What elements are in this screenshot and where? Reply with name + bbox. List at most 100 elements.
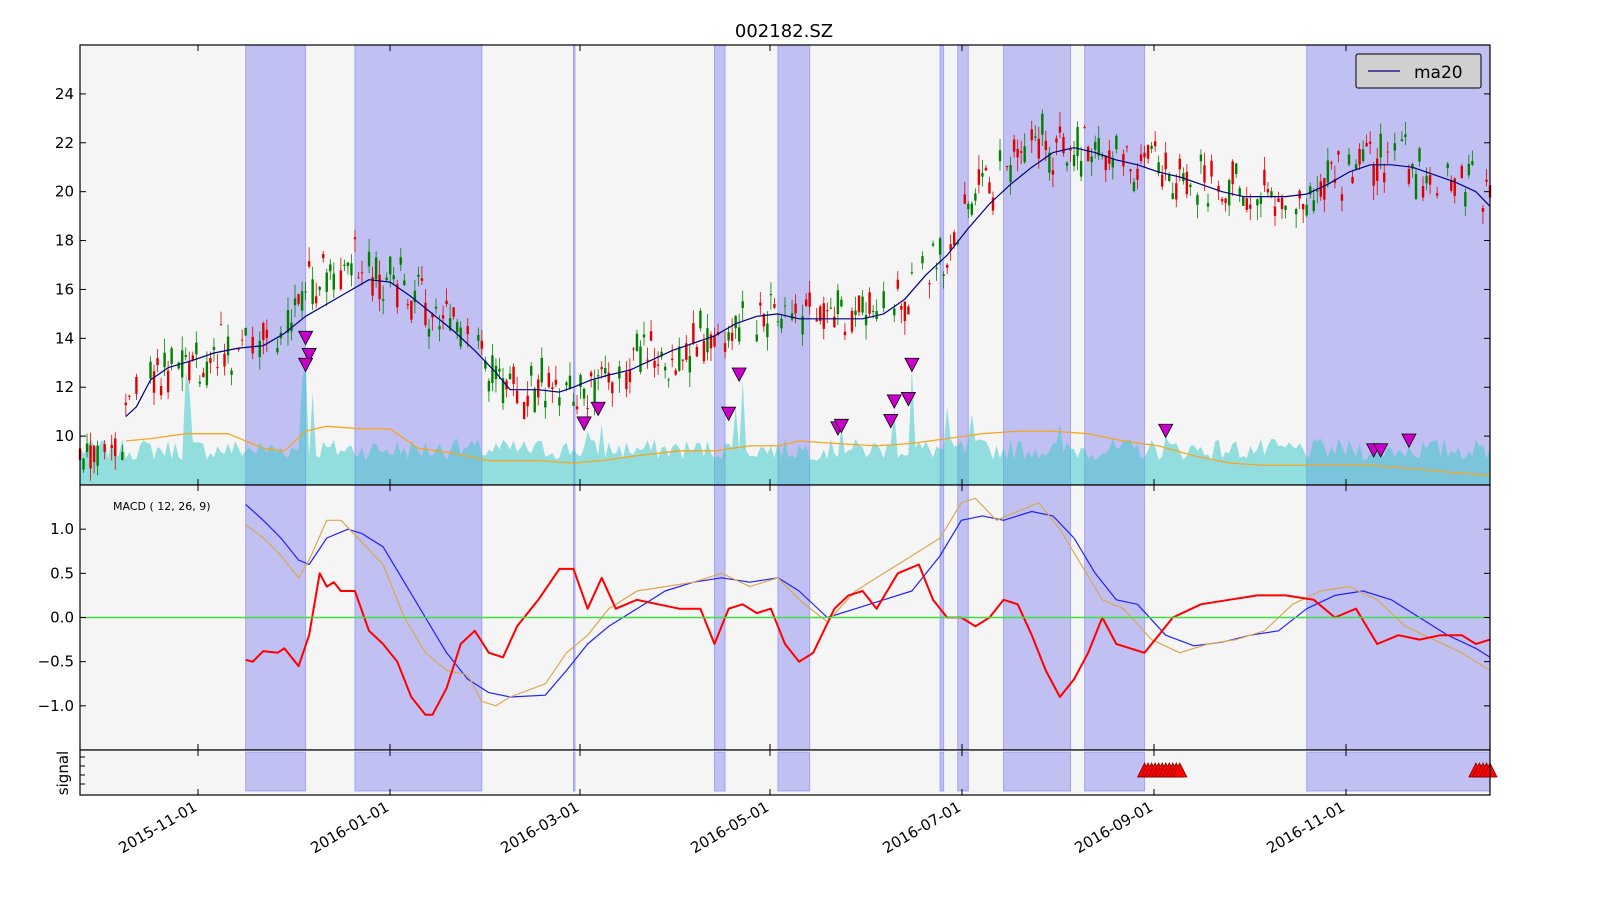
candle-body	[1189, 184, 1192, 188]
candle-body	[963, 194, 966, 204]
candle-body	[103, 444, 106, 452]
candle-body	[1361, 149, 1365, 162]
x-tick-label-4: 2016-07-01	[879, 798, 964, 857]
candle-body	[840, 299, 843, 307]
price-shade-3	[714, 44, 726, 486]
candle-body	[230, 370, 233, 375]
candle-body	[1051, 170, 1055, 175]
candle-body	[854, 310, 857, 315]
price-shade-0	[245, 44, 307, 486]
candle-body	[544, 400, 547, 408]
candle-body	[843, 331, 847, 336]
candle-body	[667, 379, 670, 381]
signal-background	[80, 750, 1490, 795]
candle-body	[396, 284, 399, 308]
candle-body	[1160, 174, 1164, 187]
signal-shade-1	[354, 751, 483, 792]
sell-marker-15	[1373, 443, 1389, 458]
candle-body	[367, 251, 371, 267]
candle-body	[681, 359, 684, 361]
candle-body	[1076, 127, 1079, 156]
candle-body	[632, 348, 635, 350]
candle-body	[170, 348, 173, 364]
candle-body	[589, 372, 593, 377]
candle-body	[970, 203, 974, 215]
candle-body	[678, 346, 681, 371]
candle-body	[1376, 158, 1379, 181]
candle-body	[1196, 195, 1199, 205]
candle-body	[928, 283, 931, 285]
signal-shade-2	[573, 751, 576, 792]
candle-body	[953, 232, 956, 246]
candle-body	[448, 318, 452, 331]
candle-body	[1044, 140, 1048, 150]
candle-body	[706, 328, 709, 353]
candle-body	[413, 290, 417, 303]
candle-body	[977, 169, 981, 185]
candle-body	[857, 295, 861, 313]
candle-body	[434, 306, 438, 309]
candle-body	[1005, 165, 1009, 168]
candle-body	[1111, 159, 1115, 168]
candle-body	[226, 336, 230, 356]
candle-body	[191, 355, 194, 361]
candle-body	[1425, 175, 1428, 184]
price-y-tick-label-7: 24	[55, 85, 74, 103]
candle-body	[1435, 193, 1439, 196]
candle-body	[1037, 138, 1040, 159]
candle-body	[819, 306, 822, 322]
candle-body	[981, 172, 984, 177]
candle-body	[699, 310, 702, 329]
candle-body	[759, 302, 762, 306]
candle-body	[1104, 156, 1107, 171]
candle-body	[1238, 188, 1241, 196]
candle-body	[389, 256, 392, 275]
candle-body	[1453, 178, 1456, 196]
candle-body	[1330, 162, 1333, 164]
candle-body	[339, 270, 343, 290]
candle-body	[533, 388, 536, 413]
price-y-tick-label-0: 10	[55, 427, 74, 445]
candle-body	[1058, 126, 1062, 133]
macd-y-tick-label-4: 1.0	[50, 520, 74, 538]
candle-body	[1379, 133, 1382, 158]
signal-shade-0	[245, 751, 307, 792]
candle-body	[350, 263, 353, 276]
sell-marker-1	[301, 348, 317, 363]
macd-y-tick-label-0: −1.0	[38, 697, 74, 715]
candle-body	[110, 445, 113, 448]
candle-body	[311, 279, 314, 305]
candle-body	[1365, 143, 1368, 147]
candle-body	[1273, 206, 1277, 216]
candle-body	[586, 408, 589, 410]
candle-body	[318, 286, 321, 290]
candle-body	[575, 406, 579, 410]
candle-body	[515, 390, 519, 404]
candle-body	[769, 293, 773, 296]
candle-body	[815, 319, 818, 322]
candle-body	[723, 343, 727, 352]
candle-body	[1090, 156, 1093, 163]
candle-body	[1136, 168, 1139, 180]
candle-body	[1428, 175, 1432, 185]
candle-body	[424, 302, 427, 325]
candle-body	[1400, 139, 1404, 142]
candle-body	[1055, 138, 1058, 143]
candle-body	[1407, 168, 1411, 184]
candle-body	[1305, 204, 1308, 216]
candle-body	[596, 375, 600, 377]
macd-series-1	[245, 497, 1491, 707]
candles	[78, 109, 1492, 481]
candle-body	[251, 336, 254, 354]
sell-marker-13	[1158, 423, 1174, 439]
candle-body	[1210, 160, 1213, 177]
candle-body	[441, 315, 445, 319]
legend-box	[1355, 53, 1482, 89]
candle-body	[956, 242, 959, 244]
candle-body	[709, 334, 713, 349]
sell-marker-8	[833, 418, 850, 434]
candle-body	[639, 346, 642, 372]
legend: ma20	[1355, 53, 1482, 89]
candle-body	[343, 264, 346, 266]
candle-body	[1083, 127, 1086, 129]
